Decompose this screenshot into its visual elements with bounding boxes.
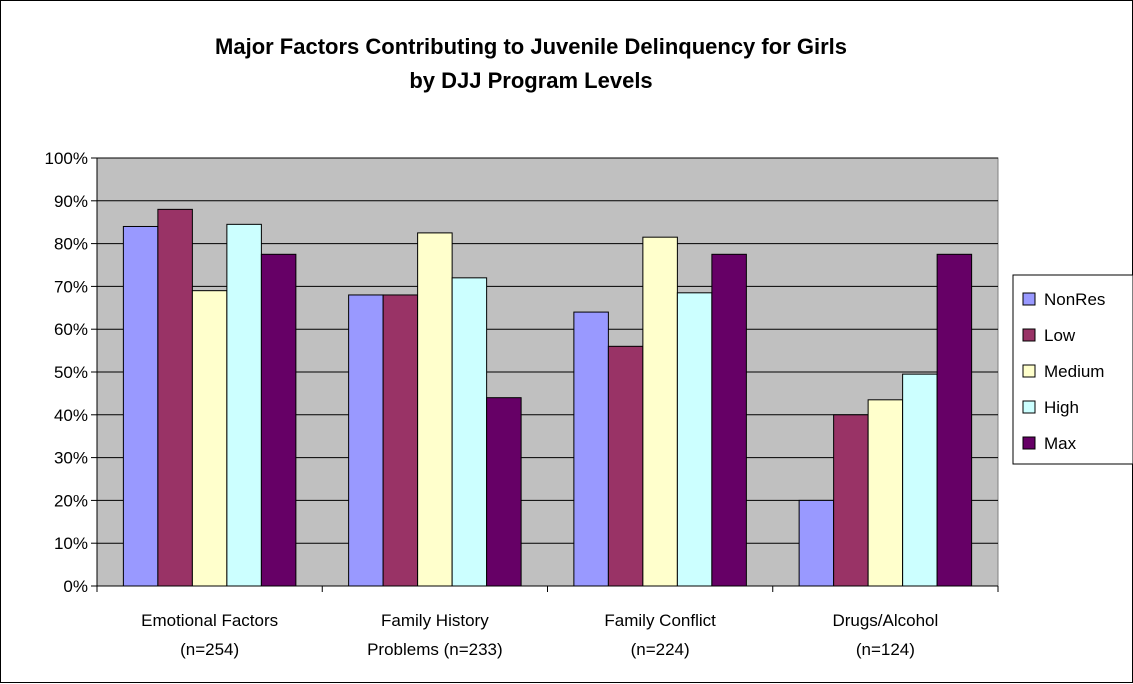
y-tick-label: 50%	[54, 363, 88, 382]
chart-title-line-2: by DJJ Program Levels	[409, 68, 652, 93]
bar-nonres-1	[348, 294, 384, 587]
y-tick-label: 80%	[54, 235, 88, 254]
legend-swatch-medium	[1022, 364, 1036, 378]
y-tick-label: 20%	[54, 491, 88, 510]
bars	[122, 208, 973, 587]
legend-label-high: High	[1044, 398, 1079, 417]
legend: NonRes Low Medium High Max	[1012, 274, 1133, 465]
bar-high-1	[451, 277, 488, 587]
bar-high-0	[226, 223, 262, 587]
bar-max-1	[486, 397, 522, 587]
x-category-label: Family History	[381, 611, 489, 630]
x-category-label: Family Conflict	[604, 611, 716, 630]
bar-low-3	[833, 414, 869, 587]
x-category-label: (n=124)	[856, 640, 915, 659]
axes	[96, 158, 999, 592]
x-category-label: (n=254)	[180, 640, 239, 659]
chart-title-line-1: Major Factors Contributing to Juvenile D…	[215, 34, 847, 59]
x-axis-labels: Emotional Factors (n=254) Family History Pr…	[141, 611, 938, 659]
bar-nonres-0	[122, 225, 159, 587]
x-category-label: (n=224)	[631, 640, 690, 659]
y-tick-label: 60%	[54, 320, 88, 339]
legend-swatch-high	[1022, 400, 1036, 414]
y-tick-label: 0%	[63, 577, 88, 596]
legend-swatch-low	[1022, 328, 1036, 342]
y-tick-label: 70%	[54, 277, 88, 296]
y-tick-label: 40%	[54, 406, 88, 425]
x-category-label: Emotional Factors	[141, 611, 278, 630]
x-category-label: Drugs/Alcohol	[832, 611, 938, 630]
y-tick-label: 10%	[54, 534, 88, 553]
legend-label-max: Max	[1044, 434, 1077, 453]
bar-high-3	[902, 373, 938, 587]
x-category-label: Problems (n=233)	[367, 640, 503, 659]
legend-label-medium: Medium	[1044, 362, 1104, 381]
legend-swatch-nonres	[1022, 292, 1036, 306]
bar-medium-3	[867, 399, 904, 587]
y-tick-label: 90%	[54, 192, 88, 211]
y-tick-label: 30%	[54, 449, 88, 468]
y-axis-ticks: 0% 10% 20% 30% 40% 50% 60% 70% 80% 90% 100%	[45, 149, 97, 596]
bar-medium-2	[642, 236, 678, 587]
bar-nonres-2	[573, 311, 609, 587]
bar-high-2	[676, 292, 713, 587]
bar-medium-1	[417, 232, 453, 587]
legend-label-low: Low	[1044, 326, 1076, 345]
bar-low-1	[382, 294, 419, 587]
bar-max-3	[936, 253, 973, 587]
y-tick-label: 100%	[45, 149, 88, 168]
bar-max-2	[711, 253, 747, 587]
legend-label-nonres: NonRes	[1044, 290, 1105, 309]
bar-medium-0	[191, 290, 228, 587]
bar-low-0	[157, 208, 193, 587]
legend-swatch-max	[1022, 436, 1036, 450]
bar-max-0	[260, 253, 297, 587]
bar-nonres-3	[798, 499, 835, 587]
bar-low-2	[607, 345, 644, 587]
